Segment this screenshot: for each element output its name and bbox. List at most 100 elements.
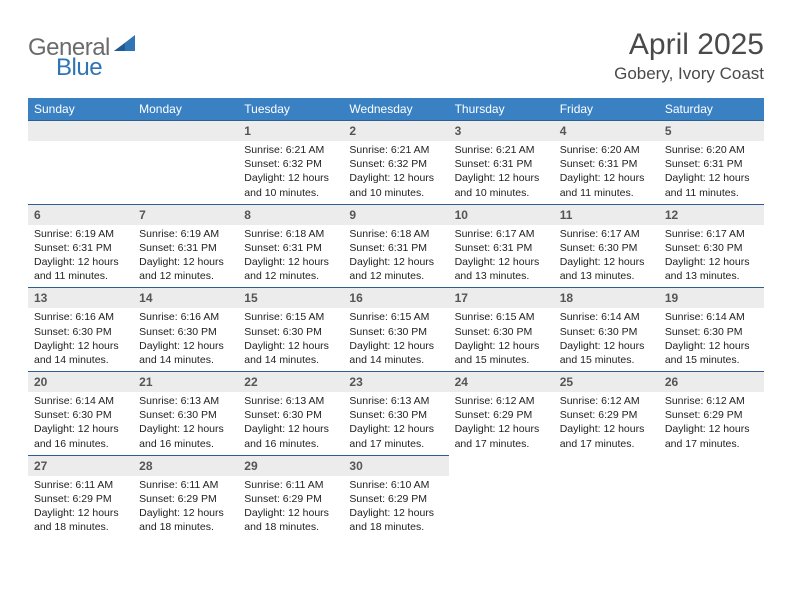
calendar-cell: 3Sunrise: 6:21 AMSunset: 6:31 PMDaylight… bbox=[449, 120, 554, 204]
calendar-body: 1Sunrise: 6:21 AMSunset: 6:32 PMDaylight… bbox=[28, 120, 764, 538]
calendar-cell: 29Sunrise: 6:11 AMSunset: 6:29 PMDayligh… bbox=[238, 455, 343, 539]
logo-text-blue: Blue bbox=[56, 54, 102, 81]
header: General April 2025 Gobery, Ivory Coast bbox=[28, 28, 764, 84]
day-details: Sunrise: 6:14 AMSunset: 6:30 PMDaylight:… bbox=[554, 308, 659, 367]
day-cell: 7Sunrise: 6:19 AMSunset: 6:31 PMDaylight… bbox=[133, 204, 238, 288]
calendar-cell: 17Sunrise: 6:15 AMSunset: 6:30 PMDayligh… bbox=[449, 287, 554, 371]
day-cell: 9Sunrise: 6:18 AMSunset: 6:31 PMDaylight… bbox=[343, 204, 448, 288]
day-details: Sunrise: 6:15 AMSunset: 6:30 PMDaylight:… bbox=[238, 308, 343, 367]
calendar-cell: 9Sunrise: 6:18 AMSunset: 6:31 PMDaylight… bbox=[343, 204, 448, 288]
calendar-cell: 6Sunrise: 6:19 AMSunset: 6:31 PMDaylight… bbox=[28, 204, 133, 288]
day-cell: 24Sunrise: 6:12 AMSunset: 6:29 PMDayligh… bbox=[449, 371, 554, 455]
calendar-cell: 12Sunrise: 6:17 AMSunset: 6:30 PMDayligh… bbox=[659, 204, 764, 288]
weekday-header: Saturday bbox=[659, 98, 764, 120]
calendar-cell: 2Sunrise: 6:21 AMSunset: 6:32 PMDaylight… bbox=[343, 120, 448, 204]
calendar-row: 6Sunrise: 6:19 AMSunset: 6:31 PMDaylight… bbox=[28, 204, 764, 288]
empty-cell bbox=[28, 120, 133, 204]
day-number: 20 bbox=[28, 372, 133, 392]
calendar-cell: 10Sunrise: 6:17 AMSunset: 6:31 PMDayligh… bbox=[449, 204, 554, 288]
calendar-row: 27Sunrise: 6:11 AMSunset: 6:29 PMDayligh… bbox=[28, 455, 764, 539]
day-cell: 2Sunrise: 6:21 AMSunset: 6:32 PMDaylight… bbox=[343, 120, 448, 204]
day-number: 4 bbox=[554, 121, 659, 141]
calendar-cell bbox=[659, 455, 764, 539]
day-cell: 1Sunrise: 6:21 AMSunset: 6:32 PMDaylight… bbox=[238, 120, 343, 204]
day-details: Sunrise: 6:20 AMSunset: 6:31 PMDaylight:… bbox=[554, 141, 659, 200]
day-details: Sunrise: 6:18 AMSunset: 6:31 PMDaylight:… bbox=[238, 225, 343, 284]
day-cell: 4Sunrise: 6:20 AMSunset: 6:31 PMDaylight… bbox=[554, 120, 659, 204]
day-number: 2 bbox=[343, 121, 448, 141]
day-cell: 8Sunrise: 6:18 AMSunset: 6:31 PMDaylight… bbox=[238, 204, 343, 288]
weekday-header: Tuesday bbox=[238, 98, 343, 120]
day-number: 10 bbox=[449, 205, 554, 225]
day-number: 19 bbox=[659, 288, 764, 308]
calendar-cell: 11Sunrise: 6:17 AMSunset: 6:30 PMDayligh… bbox=[554, 204, 659, 288]
day-details: Sunrise: 6:10 AMSunset: 6:29 PMDaylight:… bbox=[343, 476, 448, 535]
location: Gobery, Ivory Coast bbox=[614, 64, 764, 84]
day-number: 27 bbox=[28, 456, 133, 476]
calendar-cell: 18Sunrise: 6:14 AMSunset: 6:30 PMDayligh… bbox=[554, 287, 659, 371]
day-cell: 29Sunrise: 6:11 AMSunset: 6:29 PMDayligh… bbox=[238, 455, 343, 539]
calendar-cell: 24Sunrise: 6:12 AMSunset: 6:29 PMDayligh… bbox=[449, 371, 554, 455]
day-number: 7 bbox=[133, 205, 238, 225]
day-number: 17 bbox=[449, 288, 554, 308]
day-cell: 25Sunrise: 6:12 AMSunset: 6:29 PMDayligh… bbox=[554, 371, 659, 455]
day-details: Sunrise: 6:12 AMSunset: 6:29 PMDaylight:… bbox=[449, 392, 554, 451]
day-number: 9 bbox=[343, 205, 448, 225]
calendar-cell bbox=[28, 120, 133, 204]
day-details: Sunrise: 6:11 AMSunset: 6:29 PMDaylight:… bbox=[133, 476, 238, 535]
day-number: 15 bbox=[238, 288, 343, 308]
page: General April 2025 Gobery, Ivory Coast B… bbox=[0, 0, 792, 548]
day-cell: 19Sunrise: 6:14 AMSunset: 6:30 PMDayligh… bbox=[659, 287, 764, 371]
day-number: 22 bbox=[238, 372, 343, 392]
calendar-cell: 13Sunrise: 6:16 AMSunset: 6:30 PMDayligh… bbox=[28, 287, 133, 371]
empty-daynum bbox=[28, 121, 133, 141]
calendar-cell: 25Sunrise: 6:12 AMSunset: 6:29 PMDayligh… bbox=[554, 371, 659, 455]
day-number: 6 bbox=[28, 205, 133, 225]
calendar-cell: 30Sunrise: 6:10 AMSunset: 6:29 PMDayligh… bbox=[343, 455, 448, 539]
day-cell: 15Sunrise: 6:15 AMSunset: 6:30 PMDayligh… bbox=[238, 287, 343, 371]
day-number: 1 bbox=[238, 121, 343, 141]
day-details: Sunrise: 6:13 AMSunset: 6:30 PMDaylight:… bbox=[343, 392, 448, 451]
day-details: Sunrise: 6:18 AMSunset: 6:31 PMDaylight:… bbox=[343, 225, 448, 284]
day-cell: 23Sunrise: 6:13 AMSunset: 6:30 PMDayligh… bbox=[343, 371, 448, 455]
day-details: Sunrise: 6:21 AMSunset: 6:31 PMDaylight:… bbox=[449, 141, 554, 200]
calendar-table: SundayMondayTuesdayWednesdayThursdayFrid… bbox=[28, 98, 764, 538]
day-number: 8 bbox=[238, 205, 343, 225]
day-details: Sunrise: 6:17 AMSunset: 6:30 PMDaylight:… bbox=[554, 225, 659, 284]
day-cell: 26Sunrise: 6:12 AMSunset: 6:29 PMDayligh… bbox=[659, 371, 764, 455]
calendar-cell: 5Sunrise: 6:20 AMSunset: 6:31 PMDaylight… bbox=[659, 120, 764, 204]
calendar-cell: 21Sunrise: 6:13 AMSunset: 6:30 PMDayligh… bbox=[133, 371, 238, 455]
calendar-row: 1Sunrise: 6:21 AMSunset: 6:32 PMDaylight… bbox=[28, 120, 764, 204]
day-number: 14 bbox=[133, 288, 238, 308]
day-details: Sunrise: 6:12 AMSunset: 6:29 PMDaylight:… bbox=[659, 392, 764, 451]
day-cell: 14Sunrise: 6:16 AMSunset: 6:30 PMDayligh… bbox=[133, 287, 238, 371]
day-number: 18 bbox=[554, 288, 659, 308]
day-cell: 5Sunrise: 6:20 AMSunset: 6:31 PMDaylight… bbox=[659, 120, 764, 204]
calendar-cell: 28Sunrise: 6:11 AMSunset: 6:29 PMDayligh… bbox=[133, 455, 238, 539]
day-details: Sunrise: 6:19 AMSunset: 6:31 PMDaylight:… bbox=[28, 225, 133, 284]
day-details: Sunrise: 6:15 AMSunset: 6:30 PMDaylight:… bbox=[449, 308, 554, 367]
calendar-cell: 7Sunrise: 6:19 AMSunset: 6:31 PMDaylight… bbox=[133, 204, 238, 288]
calendar-cell: 23Sunrise: 6:13 AMSunset: 6:30 PMDayligh… bbox=[343, 371, 448, 455]
day-cell: 28Sunrise: 6:11 AMSunset: 6:29 PMDayligh… bbox=[133, 455, 238, 539]
day-details: Sunrise: 6:19 AMSunset: 6:31 PMDaylight:… bbox=[133, 225, 238, 284]
calendar-cell: 1Sunrise: 6:21 AMSunset: 6:32 PMDaylight… bbox=[238, 120, 343, 204]
weekday-header: Sunday bbox=[28, 98, 133, 120]
day-details: Sunrise: 6:20 AMSunset: 6:31 PMDaylight:… bbox=[659, 141, 764, 200]
calendar-cell: 16Sunrise: 6:15 AMSunset: 6:30 PMDayligh… bbox=[343, 287, 448, 371]
day-details: Sunrise: 6:11 AMSunset: 6:29 PMDaylight:… bbox=[28, 476, 133, 535]
day-cell: 30Sunrise: 6:10 AMSunset: 6:29 PMDayligh… bbox=[343, 455, 448, 539]
day-number: 25 bbox=[554, 372, 659, 392]
day-number: 11 bbox=[554, 205, 659, 225]
calendar-cell: 22Sunrise: 6:13 AMSunset: 6:30 PMDayligh… bbox=[238, 371, 343, 455]
calendar-cell bbox=[554, 455, 659, 539]
logo-line2: Blue bbox=[28, 54, 102, 82]
day-cell: 27Sunrise: 6:11 AMSunset: 6:29 PMDayligh… bbox=[28, 455, 133, 539]
calendar-cell: 15Sunrise: 6:15 AMSunset: 6:30 PMDayligh… bbox=[238, 287, 343, 371]
day-details: Sunrise: 6:13 AMSunset: 6:30 PMDaylight:… bbox=[133, 392, 238, 451]
day-number: 12 bbox=[659, 205, 764, 225]
day-cell: 12Sunrise: 6:17 AMSunset: 6:30 PMDayligh… bbox=[659, 204, 764, 288]
calendar-cell: 26Sunrise: 6:12 AMSunset: 6:29 PMDayligh… bbox=[659, 371, 764, 455]
day-details: Sunrise: 6:17 AMSunset: 6:30 PMDaylight:… bbox=[659, 225, 764, 284]
day-number: 3 bbox=[449, 121, 554, 141]
